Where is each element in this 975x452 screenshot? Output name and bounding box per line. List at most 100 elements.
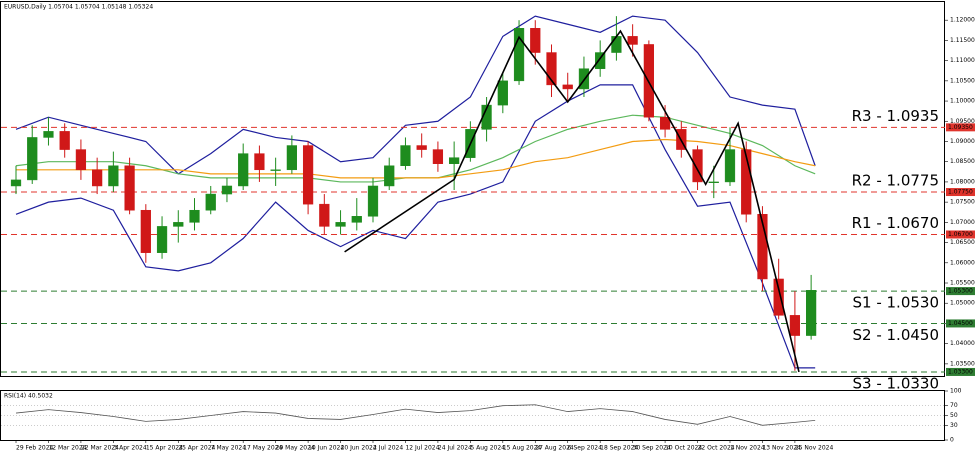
x-tick-label: 25 Apr 2024 bbox=[178, 445, 215, 452]
candle-body bbox=[59, 131, 70, 150]
rsi-title: RSI(14) 40.5032 bbox=[4, 393, 53, 400]
candle-body bbox=[140, 209, 151, 253]
y-tick-label: 1.07000 bbox=[950, 219, 975, 226]
x-tick-label: 20 Jun 2024 bbox=[341, 445, 377, 452]
y-tick-label: 1.08500 bbox=[950, 158, 975, 165]
level-tag bbox=[946, 230, 975, 239]
price-panel-frame bbox=[0, 1, 945, 377]
candle-body bbox=[692, 149, 703, 183]
candle-body bbox=[221, 185, 233, 195]
level-label: S3 - 1.0330 bbox=[853, 374, 940, 392]
y-tick-label: 50 bbox=[950, 412, 958, 419]
candle-body bbox=[789, 315, 801, 336]
candle-body bbox=[254, 153, 265, 171]
candle-body bbox=[335, 222, 346, 227]
candle-body bbox=[432, 149, 444, 164]
x-tick-label: 24 Jul 2024 bbox=[438, 445, 472, 452]
indicator-line bbox=[16, 138, 816, 179]
candle-body bbox=[773, 278, 784, 316]
y-tick-label: 1.09000 bbox=[950, 138, 975, 145]
y-tick-label: 1.11000 bbox=[950, 57, 975, 64]
candle-body bbox=[27, 137, 38, 181]
trend-line bbox=[344, 29, 800, 373]
x-tick-label: 3 Apr 2024 bbox=[113, 445, 146, 452]
candle-body bbox=[319, 203, 330, 227]
x-tick-label: 15 Aug 2024 bbox=[503, 445, 542, 452]
x-tick-label: 10 Oct 2024 bbox=[665, 445, 702, 452]
x-tick-label: 29 Feb 2024 bbox=[16, 445, 54, 452]
candle-body bbox=[806, 290, 817, 336]
x-tick-label: 1 Nov 2024 bbox=[730, 445, 765, 452]
level-tag bbox=[946, 188, 975, 197]
x-tick-label: 17 May 2024 bbox=[243, 445, 282, 452]
level-tag-label: 1.09350 bbox=[948, 124, 973, 131]
y-tick-label: 1.08000 bbox=[950, 178, 975, 185]
x-tick-label: 13 Nov 2024 bbox=[762, 445, 801, 452]
y-tick-label: 1.05500 bbox=[950, 280, 975, 287]
y-tick-label: 1.10000 bbox=[950, 98, 975, 105]
candle-body bbox=[384, 165, 395, 187]
candle-body bbox=[546, 52, 557, 86]
candle-body bbox=[659, 116, 671, 130]
candle-body bbox=[286, 145, 297, 171]
level-tag-label: 1.05300 bbox=[948, 288, 973, 295]
candle-body bbox=[270, 169, 281, 171]
indicator-line bbox=[15, 15, 816, 175]
candle-body bbox=[75, 149, 87, 171]
candle-body bbox=[43, 131, 54, 138]
y-tick-label: 1.12000 bbox=[950, 17, 975, 24]
rsi-panel-frame bbox=[0, 390, 945, 441]
y-tick-label: 1.11500 bbox=[950, 37, 975, 44]
level-label: R2 - 1.0775 bbox=[852, 172, 939, 190]
x-tick-label: 27 Aug 2024 bbox=[535, 445, 574, 452]
candle-body bbox=[416, 145, 427, 150]
candle-body bbox=[108, 165, 119, 187]
y-tick-label: 1.09500 bbox=[950, 118, 975, 125]
candle-body bbox=[513, 28, 525, 82]
y-tick-label: 1.04000 bbox=[950, 340, 975, 347]
candle-body bbox=[724, 149, 736, 183]
candle-body bbox=[351, 216, 362, 223]
y-tick-label: 1.06500 bbox=[950, 239, 975, 246]
level-label: S2 - 1.0450 bbox=[853, 326, 940, 344]
candle-body bbox=[757, 214, 768, 280]
x-tick-label: 25 Nov 2024 bbox=[795, 445, 834, 452]
indicator-line bbox=[15, 84, 816, 369]
y-tick-label: 70 bbox=[950, 402, 958, 409]
candle-body bbox=[238, 153, 249, 187]
y-tick-label: 0 bbox=[950, 437, 954, 444]
candle-body bbox=[189, 209, 200, 223]
candle-body bbox=[611, 36, 622, 53]
candle-body bbox=[302, 145, 314, 205]
candle-body bbox=[708, 181, 719, 183]
candle-body bbox=[497, 80, 508, 106]
level-tag bbox=[946, 367, 975, 376]
rsi-line bbox=[15, 404, 816, 426]
candle-body bbox=[10, 179, 22, 187]
candle-body bbox=[367, 185, 379, 217]
x-tick-label: 22 Mar 2024 bbox=[81, 445, 119, 452]
candle-body bbox=[530, 28, 541, 53]
y-tick-label: 1.03500 bbox=[950, 360, 975, 367]
y-tick-label: 1.10500 bbox=[950, 77, 975, 84]
x-tick-label: 7 May 2024 bbox=[211, 445, 246, 452]
level-tag bbox=[946, 319, 975, 328]
x-tick-label: 5 Aug 2024 bbox=[470, 445, 505, 452]
x-tick-label: 2 Jul 2024 bbox=[373, 445, 403, 452]
level-tag-label: 1.07750 bbox=[948, 189, 973, 196]
level-tag-label: 1.03300 bbox=[948, 368, 973, 375]
level-label: R3 - 1.0935 bbox=[852, 107, 939, 125]
y-tick-label: 1.07500 bbox=[950, 199, 975, 206]
level-label: R1 - 1.0670 bbox=[852, 214, 939, 232]
x-tick-label: 22 Oct 2024 bbox=[698, 445, 735, 452]
candle-body bbox=[627, 36, 638, 45]
candle-body bbox=[124, 165, 135, 211]
y-tick-label: 30 bbox=[950, 422, 958, 429]
candle-body bbox=[400, 145, 411, 167]
candle-body bbox=[205, 193, 216, 211]
x-tick-label: 10 Jun 2024 bbox=[308, 445, 344, 452]
candle-body bbox=[562, 84, 573, 90]
x-tick-label: 15 Apr 2024 bbox=[146, 445, 183, 452]
level-tag bbox=[946, 287, 975, 296]
